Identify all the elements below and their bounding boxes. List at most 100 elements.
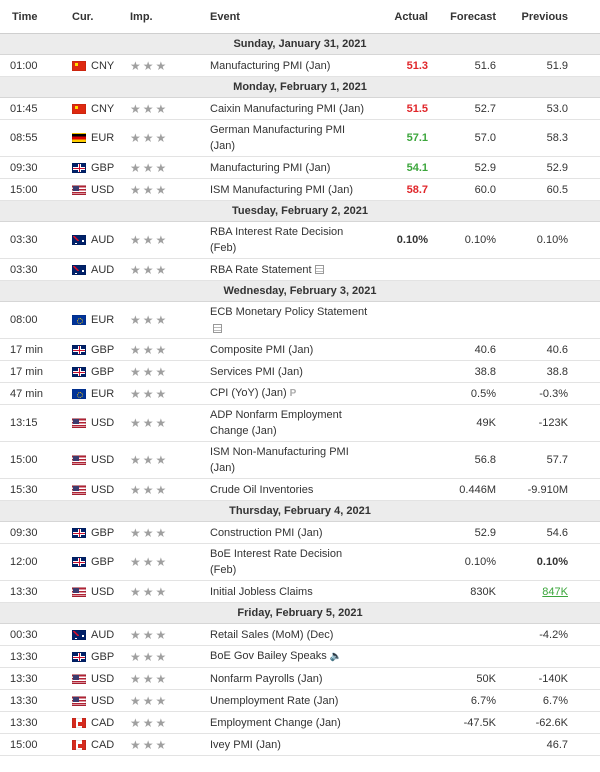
forecast-value: 52.9 [474,161,496,174]
col-forecast-header[interactable]: Forecast [450,10,496,23]
event-name[interactable]: BoE Gov Bailey Speaks 🔈 [202,646,370,667]
event-row[interactable]: 09:30 GBP ★★★ Manufacturing PMI (Jan) 54.1 52… [0,157,600,179]
event-name[interactable]: CPI (YoY) (Jan) P [202,383,370,404]
event-name[interactable]: Crude Oil Inventories [202,479,370,500]
event-link[interactable]: Composite PMI (Jan) [210,343,314,356]
event-link[interactable]: Crude Oil Inventories [210,483,314,496]
event-name[interactable]: RBA Interest Rate Decision (Feb) [202,222,370,258]
event-name[interactable]: Ivey PMI (Jan) [202,734,370,755]
col-currency-header[interactable]: Cur. [72,10,94,23]
event-time: 08:55 [10,132,38,144]
star-icon: ★★★ [130,693,169,708]
event-link[interactable]: Manufacturing PMI (Jan) [210,59,331,72]
col-actual-header[interactable]: Actual [394,10,428,23]
event-link[interactable]: Ivey PMI (Jan) [210,738,281,751]
event-name[interactable]: Unemployment Rate (Jan) [202,690,370,711]
actual-value: 58.7 [406,183,428,196]
eu-flag-icon [72,388,86,399]
event-link[interactable]: Employment Change (Jan) [210,716,341,729]
event-row[interactable]: 03:30 AUD ★★★ RBA Rate Statement [0,259,600,281]
event-row[interactable]: 47 min EUR ★★★ CPI (YoY) (Jan) P 0.5% -0.3% [0,383,600,405]
event-link[interactable]: Nonfarm Payrolls (Jan) [210,672,323,685]
event-row[interactable]: 13:30 USD ★★★ Initial Jobless Claims 830K 847… [0,581,600,603]
col-previous-header[interactable]: Previous [521,10,568,23]
document-icon[interactable] [314,265,324,275]
event-time: 15:00 [10,738,38,751]
event-link[interactable]: RBA Interest Rate Decision (Feb) [210,226,344,254]
event-link[interactable]: Retail Sales (MoM) (Dec) [210,628,334,641]
previous-value: 46.7 [546,738,568,751]
event-row[interactable]: 03:30 AUD ★★★ RBA Interest Rate Decision (F… [0,222,600,259]
event-actual: 54.1 [370,157,428,178]
event-row[interactable]: 17 min GBP ★★★ Services PMI (Jan) 38.8 38.8 [0,361,600,383]
event-name[interactable]: BoE Interest Rate Decision (Feb) [202,544,370,580]
actual-value: 0.10% [396,234,428,246]
event-name[interactable]: ISM Manufacturing PMI (Jan) [202,179,370,200]
event-name[interactable]: Employment Change (Jan) [202,712,370,733]
event-row[interactable]: 15:00 USD ★★★ ISM Manufacturing PMI (Jan) 58… [0,179,600,201]
event-row[interactable]: 17 min GBP ★★★ Composite PMI (Jan) 40.6 40.6 [0,339,600,361]
event-previous: 58.3 [496,120,574,156]
event-row[interactable]: 13:15 USD ★★★ ADP Nonfarm Employment Change… [0,405,600,442]
event-actual: 0.10% [370,222,428,258]
usa-flag-icon [72,184,86,195]
event-name[interactable]: German Manufacturing PMI (Jan) [202,120,370,156]
event-link[interactable]: Construction PMI (Jan) [210,526,323,539]
event-forecast: -47.5K [428,712,496,733]
event-name[interactable]: Services PMI (Jan) [202,361,370,382]
previous-value: 60.5 [546,183,568,196]
event-previous: 6.7% [496,690,574,711]
event-name[interactable]: ADP Nonfarm Employment Change (Jan) [202,405,370,441]
document-icon[interactable] [213,323,222,333]
event-link[interactable]: German Manufacturing PMI (Jan) [210,124,346,152]
event-link[interactable]: BoE Gov Bailey Speaks [210,650,327,662]
event-row[interactable]: 12:00 GBP ★★★ BoE Interest Rate Decision (F… [0,544,600,581]
event-link[interactable]: ECB Monetary Policy Statement [210,306,368,318]
event-link[interactable]: RBA Rate Statement [210,263,312,276]
event-name[interactable]: ISM Non-Manufacturing PMI (Jan) [202,442,370,478]
event-link[interactable]: ISM Non-Manufacturing PMI (Jan) [210,446,349,474]
event-name[interactable]: Initial Jobless Claims [202,581,370,602]
event-row[interactable]: 01:00 CNY ★★★ Manufacturing PMI (Jan) 51.3 51… [0,55,600,77]
event-link[interactable]: Caixin Manufacturing PMI (Jan) [210,102,365,115]
event-row[interactable]: 08:55 EUR ★★★ German Manufacturing PMI (Jan… [0,120,600,157]
importance-stars: ★★★ [122,120,202,156]
event-name[interactable]: RBA Rate Statement [202,259,370,280]
event-name[interactable]: Caixin Manufacturing PMI (Jan) [202,98,370,119]
event-row[interactable]: 15:30 USD ★★★ Crude Oil Inventories 0.446M -9… [0,479,600,501]
event-link[interactable]: Initial Jobless Claims [210,585,313,598]
event-link[interactable]: CPI (YoY) (Jan) [210,387,287,399]
event-name[interactable]: Retail Sales (MoM) (Dec) [202,624,370,645]
event-row[interactable]: 01:45 CNY ★★★ Caixin Manufacturing PMI (Jan… [0,98,600,120]
event-name[interactable]: Construction PMI (Jan) [202,522,370,543]
event-row[interactable]: 13:30 USD ★★★ Unemployment Rate (Jan) 6.7% 6.… [0,690,600,712]
event-row[interactable]: 13:30 USD ★★★ Nonfarm Payrolls (Jan) 50K -140… [0,668,600,690]
importance-stars: ★★★ [122,405,202,441]
event-previous: 46.7 [496,734,574,755]
event-name[interactable]: Nonfarm Payrolls (Jan) [202,668,370,689]
event-link[interactable]: Manufacturing PMI (Jan) [210,161,331,174]
event-name[interactable]: ECB Monetary Policy Statement [202,302,370,338]
col-importance-header[interactable]: Imp. [130,10,153,23]
event-row[interactable]: 08:00 EUR ★★★ ECB Monetary Policy Statement [0,302,600,339]
event-link[interactable]: Unemployment Rate (Jan) [210,694,339,707]
col-event-header[interactable]: Event [210,10,240,23]
event-row[interactable]: 13:30 GBP ★★★ BoE Gov Bailey Speaks 🔈 [0,646,600,668]
col-time-header[interactable]: Time [12,10,38,23]
event-link[interactable]: BoE Interest Rate Decision (Feb) [210,548,343,576]
star-icon: ★★★ [130,182,169,197]
previous-value[interactable]: 847K [542,585,568,598]
event-forecast [428,259,496,280]
event-row[interactable]: 00:30 AUD ★★★ Retail Sales (MoM) (Dec) -4.2% [0,624,600,646]
event-row[interactable]: 09:30 GBP ★★★ Construction PMI (Jan) 52.9 54.… [0,522,600,544]
event-row[interactable]: 15:00 CAD ★★★ Ivey PMI (Jan) 46.7 [0,734,600,756]
event-link[interactable]: ISM Manufacturing PMI (Jan) [210,183,354,196]
event-row[interactable]: 15:00 USD ★★★ ISM Non-Manufacturing PMI (Ja… [0,442,600,479]
event-name[interactable]: Manufacturing PMI (Jan) [202,157,370,178]
event-actual [370,383,428,404]
event-link[interactable]: Services PMI (Jan) [210,365,303,378]
event-name[interactable]: Manufacturing PMI (Jan) [202,55,370,76]
event-link[interactable]: ADP Nonfarm Employment Change (Jan) [210,409,342,437]
event-row[interactable]: 13:30 CAD ★★★ Employment Change (Jan) -47.5K… [0,712,600,734]
event-name[interactable]: Composite PMI (Jan) [202,339,370,360]
